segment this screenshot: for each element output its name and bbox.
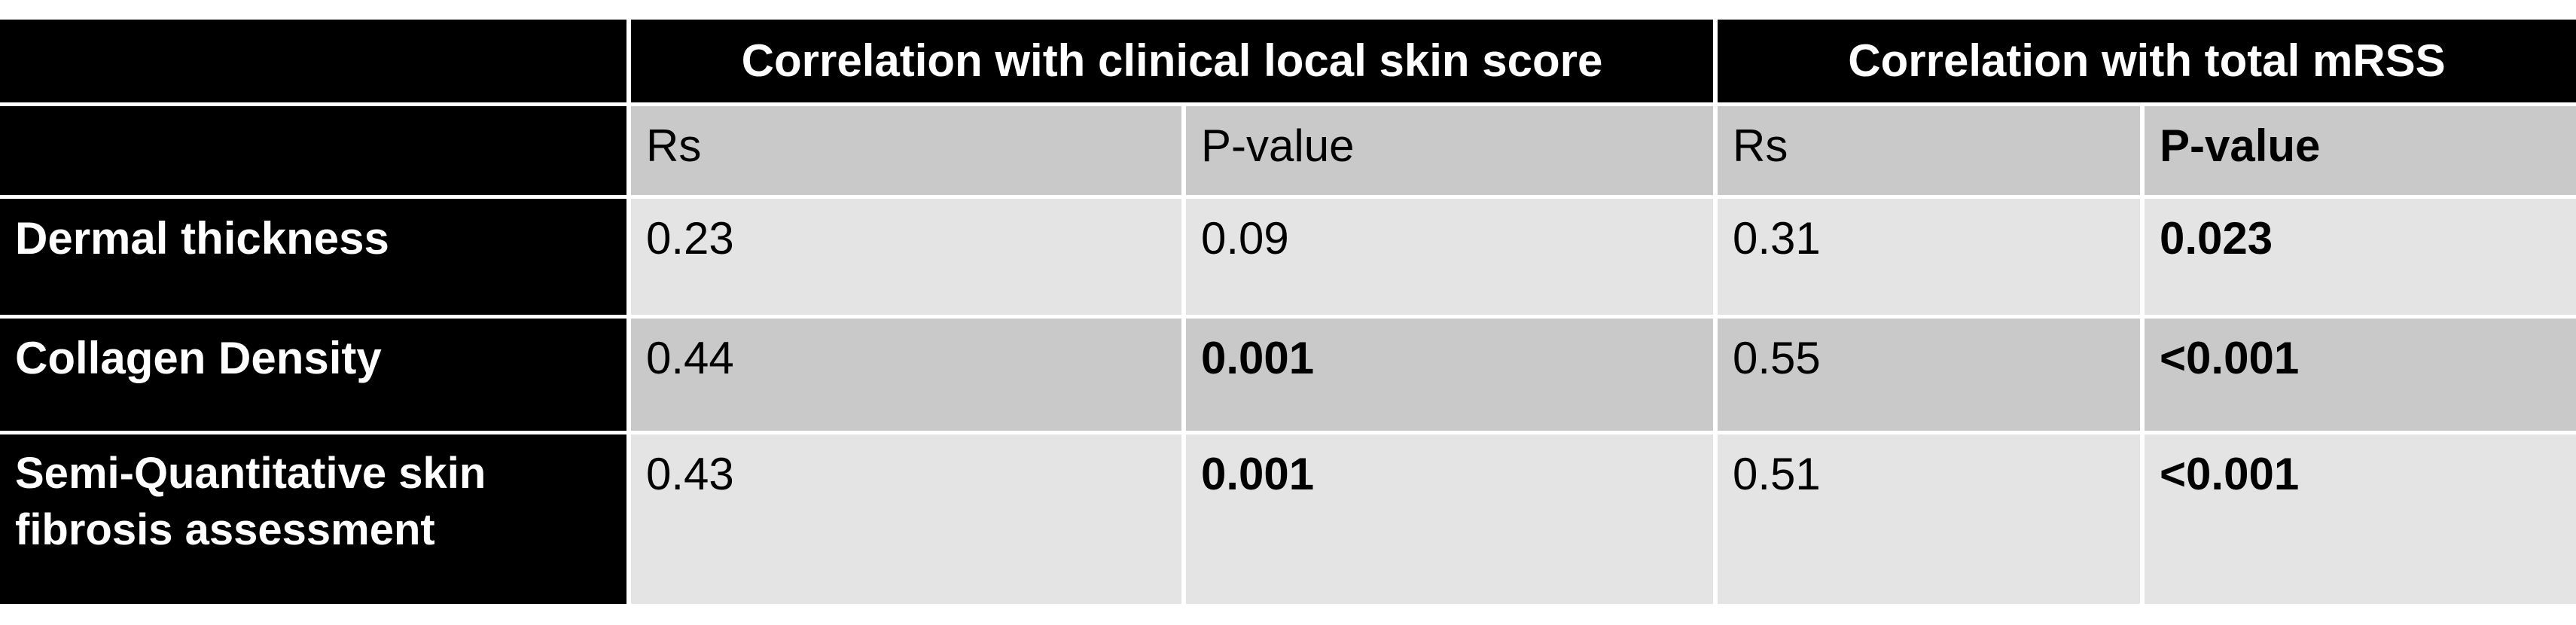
cell: 0.44 [631,319,1181,431]
table: Correlation with clinical local skin sco… [0,20,2576,604]
subheader-cell: P-value [2145,106,2576,195]
subheader-cell: Rs [631,106,1181,195]
corner-cell [0,106,626,195]
cell: <0.001 [2145,434,2576,604]
header-cell: Correlation with total mRSS [1718,20,2576,102]
cell: 0.09 [1186,199,1713,315]
cell: 0.001 [1186,319,1713,431]
subheader-cell: Rs [1718,106,2140,195]
row-label: Semi-Quantitative skin fibrosis assessme… [0,434,626,604]
row-label: Dermal thickness [0,199,626,315]
header-cell: Correlation with clinical local skin sco… [631,20,1713,102]
cell: 0.51 [1718,434,2140,604]
subheader-cell: P-value [1186,106,1713,195]
cell: 0.023 [2145,199,2576,315]
cell: 0.23 [631,199,1181,315]
cell: 0.31 [1718,199,2140,315]
cell: 0.55 [1718,319,2140,431]
cell: 0.43 [631,434,1181,604]
row-label: Collagen Density [0,319,626,431]
cell: <0.001 [2145,319,2576,431]
cell: 0.001 [1186,434,1713,604]
corner-cell [0,20,626,102]
